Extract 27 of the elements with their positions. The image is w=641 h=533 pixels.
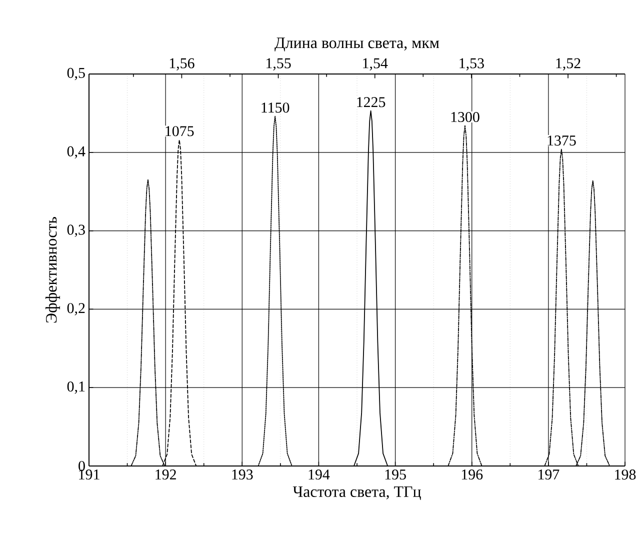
annotation: 1300	[451, 112, 480, 122]
y-tick-label: 0,4	[67, 146, 86, 159]
y-tick-label: 0,2	[67, 303, 85, 316]
x-axis-title: Частота света, ТГц	[292, 486, 421, 500]
y-axis-title: Эффективность	[46, 217, 60, 323]
annotation: 1075	[166, 126, 194, 136]
x2-axis-title: Длина волны света, мкм	[274, 38, 440, 52]
x2-tick-label: 1,56	[170, 58, 194, 70]
y-tick-label: 0,5	[67, 68, 85, 80]
y-tick-label: 0,1	[67, 381, 85, 394]
x-tick-label: 191	[79, 470, 100, 480]
annotation: 1225	[357, 97, 386, 108]
x2-tick-label: 1,52	[556, 58, 580, 70]
x2-tick-label: 1,54	[363, 58, 388, 70]
x2-tick-label: 1,53	[460, 58, 484, 70]
x-tick-label: 196	[462, 470, 483, 480]
annotation: 1375	[548, 136, 576, 146]
x-tick-label: 192	[156, 470, 176, 480]
y-tick-label: 0,3	[67, 224, 85, 237]
annotation: 1150	[262, 102, 290, 113]
x-tick-label: 198	[615, 470, 636, 480]
x-tick-label: 194	[308, 470, 330, 480]
x-tick-label: 193	[232, 470, 253, 480]
y-tick-label: 0	[78, 460, 85, 472]
x-tick-label: 197	[538, 470, 560, 480]
x-tick-label: 195	[385, 470, 406, 480]
x2-tick-label: 1,55	[266, 58, 291, 70]
